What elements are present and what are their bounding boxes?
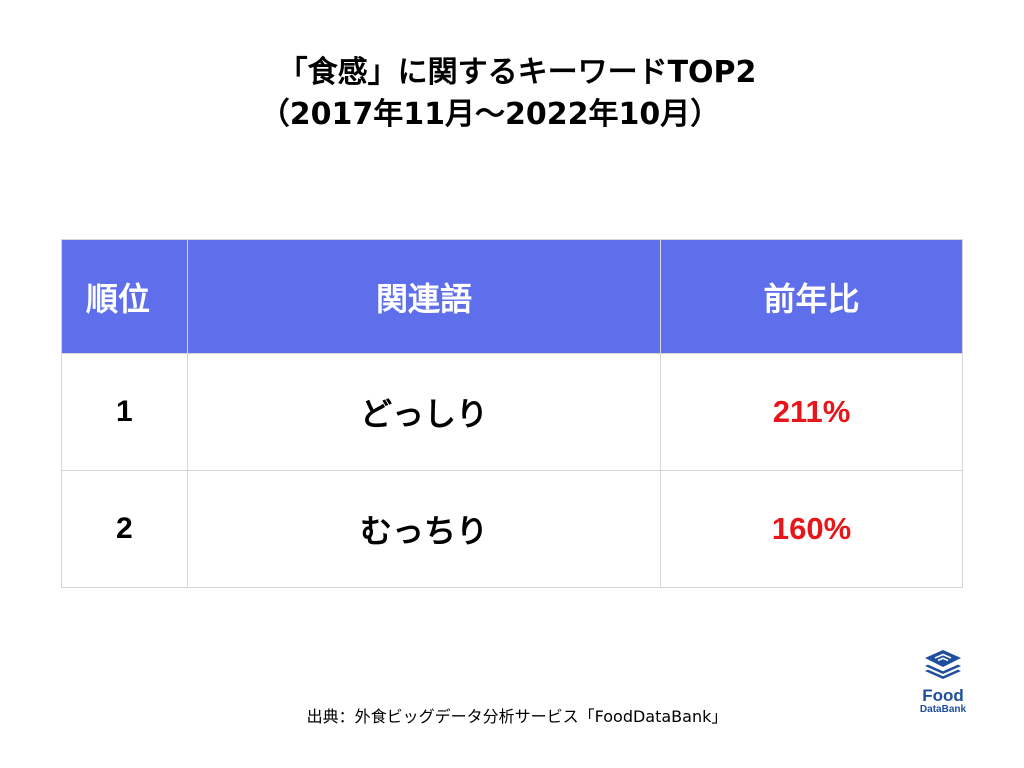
table-header-row: 順位 関連語 前年比	[61, 239, 963, 354]
page-title: 「食感」に関するキーワードTOP2 （2017年11月〜2022年10月）	[0, 52, 1024, 136]
header-rank: 順位	[61, 239, 188, 354]
rank-cell: 1	[61, 353, 188, 471]
fooddatabank-logo: Food DataBank	[910, 648, 976, 715]
keyword-ranking-table: 順位 関連語 前年比 1 どっしり 211% 2 むっちり 160%	[61, 239, 963, 588]
header-yoy: 前年比	[660, 239, 963, 354]
keyword-cell: どっしり	[187, 353, 661, 471]
title-line-1: 「食感」に関するキーワードTOP2	[277, 55, 757, 90]
table-row: 2 むっちり 160%	[61, 470, 963, 588]
logo-wordmark: Food	[922, 686, 964, 705]
header-keyword: 関連語	[187, 239, 661, 354]
table-row: 1 どっしり 211%	[61, 353, 963, 471]
yoy-cell: 160%	[660, 470, 963, 588]
title-line-2: （2017年11月〜2022年10月）	[259, 97, 721, 132]
yoy-cell: 211%	[660, 353, 963, 471]
stacked-layers-icon	[925, 650, 961, 679]
keyword-cell: むっちり	[187, 470, 661, 588]
source-note: 出典：外食ビッグデータ分析サービス「FoodDataBank」	[306, 707, 728, 726]
logo-subtext: DataBank	[919, 704, 967, 715]
rank-cell: 2	[61, 470, 188, 588]
